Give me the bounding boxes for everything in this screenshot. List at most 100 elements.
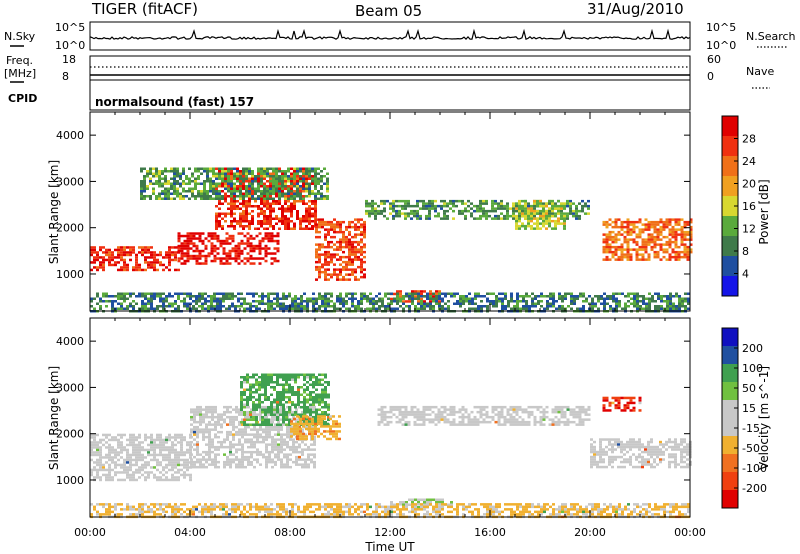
- echo-cell: [357, 220, 360, 224]
- echo-cell: [555, 300, 558, 303]
- echo-cell: [546, 300, 549, 303]
- echo-cell: [363, 223, 366, 226]
- echo-cell: [354, 228, 357, 231]
- echo-cell: [560, 217, 563, 220]
- echo-cell: [147, 246, 150, 249]
- echo-cell: [229, 418, 232, 421]
- echo-cell: [231, 305, 234, 308]
- echo-cell: [414, 292, 417, 295]
- echo-cell: [177, 244, 181, 248]
- echo-cell: [290, 187, 293, 190]
- echo-cell: [224, 172, 227, 175]
- echo-cell: [310, 448, 313, 451]
- echo-cell: [260, 202, 263, 205]
- echo-cell: [333, 302, 336, 305]
- echo-cell: [570, 297, 573, 300]
- echo-cell: [111, 251, 114, 254]
- echo-cell: [159, 478, 162, 482]
- echo-cell: [605, 250, 609, 254]
- echo-cell: [218, 167, 221, 170]
- echo-cell: [300, 297, 303, 300]
- echo-cell: [132, 307, 135, 310]
- echo-cell: [570, 307, 573, 310]
- echo-cell: [219, 302, 222, 305]
- echo-cell: [416, 212, 419, 215]
- echo-cell: [159, 451, 162, 454]
- echo-cell: [120, 295, 123, 298]
- echo-cell: [123, 461, 126, 464]
- echo-cell: [425, 204, 428, 208]
- echo-cell: [243, 388, 246, 391]
- echo-cell: [201, 302, 204, 305]
- echo-cell: [265, 438, 268, 441]
- echo-cell: [114, 295, 117, 298]
- echo-cell: [267, 396, 270, 399]
- echo-cell: [464, 209, 467, 213]
- echo-cell: [608, 230, 612, 234]
- echo-cell: [189, 292, 192, 295]
- echo-cell: [548, 202, 551, 205]
- echo-cell: [304, 443, 307, 446]
- echo-cell: [267, 376, 270, 379]
- echo-cell: [522, 295, 525, 298]
- echo-cell: [324, 258, 327, 261]
- echo-cell: [114, 466, 117, 469]
- echo-cell: [357, 265, 360, 269]
- echo-cell: [318, 270, 321, 274]
- echo-cell: [315, 253, 318, 256]
- echo-cell: [402, 295, 405, 298]
- echo-cell: [152, 175, 155, 178]
- echo-cell: [217, 423, 220, 426]
- echo-cell: [302, 197, 305, 200]
- echo-cell: [687, 302, 690, 305]
- echo-cell: [242, 182, 245, 185]
- echo-cell: [422, 199, 425, 203]
- echo-cell: [371, 204, 374, 208]
- echo-cell: [669, 307, 672, 310]
- echo-cell: [429, 305, 432, 308]
- echo-cell: [228, 297, 231, 300]
- echo-cell: [557, 209, 560, 213]
- echo-cell: [129, 436, 132, 439]
- echo-cell: [235, 418, 238, 421]
- echo-cell: [311, 202, 314, 205]
- echo-cell: [452, 199, 455, 203]
- echo-cell: [552, 302, 555, 305]
- echo-cell: [548, 222, 551, 225]
- echo-cell: [273, 408, 276, 411]
- echo-cell: [623, 220, 627, 224]
- echo-cell: [135, 463, 138, 467]
- echo-cell: [189, 478, 192, 482]
- echo-cell: [238, 443, 241, 446]
- echo-cell: [147, 302, 150, 305]
- echo-cell: [330, 228, 333, 231]
- echo-cell: [605, 258, 609, 261]
- echo-cell: [258, 300, 261, 303]
- echo-cell: [183, 247, 187, 250]
- echo-cell: [284, 177, 287, 180]
- echo-cell: [162, 468, 165, 472]
- echo-cell: [129, 473, 132, 477]
- echo-cell: [153, 438, 156, 442]
- echo-cell: [123, 463, 126, 467]
- echo-cell: [117, 443, 120, 447]
- echo-cell: [183, 438, 186, 442]
- echo-cell: [153, 456, 156, 459]
- echo-cell: [150, 256, 153, 259]
- echo-cell: [194, 177, 197, 180]
- echo-cell: [339, 238, 342, 241]
- echo-cell: [141, 453, 144, 457]
- echo-cell: [186, 257, 190, 260]
- echo-cell: [179, 182, 182, 185]
- echo-cell: [270, 232, 274, 235]
- echo-cell: [345, 243, 348, 246]
- echo-cell: [656, 250, 660, 254]
- echo-cell: [632, 220, 636, 224]
- echo-cell: [530, 214, 533, 218]
- echo-cell: [572, 214, 575, 218]
- echo-cell: [351, 220, 354, 224]
- echo-cell: [217, 465, 220, 469]
- echo-cell: [174, 256, 177, 259]
- echo-cell: [330, 260, 333, 264]
- echo-cell: [512, 209, 515, 213]
